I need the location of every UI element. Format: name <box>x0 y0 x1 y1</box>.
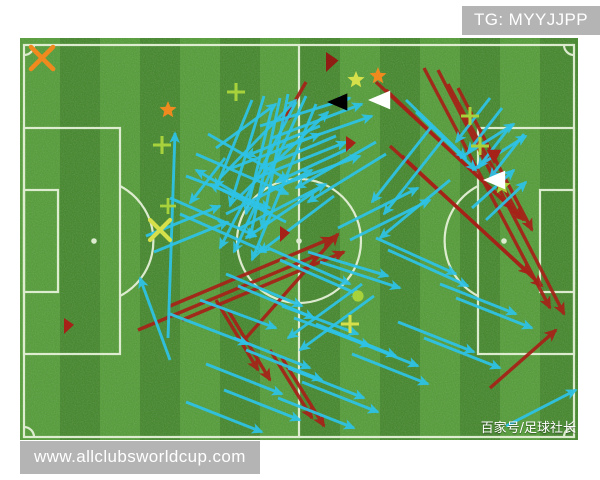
marker-flag <box>346 136 356 152</box>
pass-arrow-team-a <box>244 124 321 158</box>
pass-arrow-team-a <box>423 336 502 370</box>
marker-x <box>28 44 56 72</box>
pass-arrow-team-b <box>446 83 522 220</box>
pass-arrow-team-a <box>179 212 268 254</box>
pass-arrow-team-a <box>274 146 351 184</box>
pass-arrow-team-a <box>439 282 518 316</box>
pass-arrow-team-a <box>255 140 348 180</box>
watermark-telegram: TG: MYYJJPP <box>462 6 600 35</box>
marker-triangle-left <box>483 170 506 190</box>
marker-plus <box>227 83 245 101</box>
marker-star <box>159 101 177 118</box>
pass-arrow-team-a <box>378 178 451 240</box>
marker-plus <box>160 198 176 214</box>
pass-arrow-team-a <box>225 168 314 216</box>
pitch-canvas <box>20 38 578 440</box>
pass-arrow-team-a <box>307 250 390 279</box>
pass-arrow-team-a <box>258 134 337 170</box>
pass-arrow-team-a <box>169 196 258 238</box>
pass-arrow-team-a <box>277 396 356 430</box>
pass-arrow-team-a <box>218 101 298 250</box>
pass-arrow-team-a <box>485 180 528 222</box>
marker-plus <box>471 137 489 155</box>
event-markers <box>28 44 511 334</box>
pass-arrow-team-a <box>208 182 287 224</box>
marker-x <box>147 217 173 243</box>
pass-arrow-team-a <box>455 296 534 330</box>
pass-arrow-team-b <box>436 69 566 316</box>
pass-arrow-team-a <box>459 122 516 160</box>
pass-arrow-team-a <box>194 168 273 216</box>
watermark-website: www.allclubsworldcup.com <box>20 441 260 474</box>
pass-arrow-team-a <box>301 380 380 414</box>
marker-star <box>369 67 387 84</box>
pass-arrow-team-a <box>471 168 516 210</box>
pass-arrow-team-b <box>214 299 260 372</box>
pass-arrow-team-a <box>205 362 284 396</box>
pass-arrow-team-a <box>454 97 492 144</box>
team-a-pass-arrows <box>138 93 578 434</box>
pass-arrow-team-a <box>319 260 402 291</box>
pass-arrow-team-a <box>351 352 430 386</box>
pass-arrow-team-a <box>337 186 420 230</box>
pass-arrow-team-a <box>153 220 230 254</box>
pass-arrow-team-a <box>199 298 278 330</box>
pass-arrow-team-a <box>375 236 458 276</box>
pass-arrow-team-a <box>258 194 335 254</box>
marker-triangle-left <box>327 93 348 111</box>
pass-arrow-team-b <box>384 88 526 222</box>
pass-arrow-team-a <box>370 125 434 204</box>
marker-flag <box>326 52 339 72</box>
pass-arrow-team-a <box>414 110 478 172</box>
watermark-source-cn: 百家号/足球社长 <box>480 421 576 436</box>
marker-flag <box>64 318 74 334</box>
pass-arrow-team-a <box>287 366 366 400</box>
pass-arrow-team-b <box>488 328 558 390</box>
pass-arrow-team-a <box>306 152 387 204</box>
marker-plus <box>341 315 359 333</box>
pass-arrow-team-a <box>286 282 363 340</box>
pass-arrow-team-a <box>214 99 254 190</box>
pass-arrow-team-a <box>267 246 352 286</box>
pass-arrow-team-a <box>298 294 375 352</box>
pitch-svg <box>20 38 578 440</box>
pass-arrow-team-a <box>294 140 377 190</box>
pass-arrow-team-a <box>337 332 420 368</box>
pass-arrow-team-a <box>239 182 328 230</box>
marker-star <box>347 71 365 88</box>
pass-arrow-team-a <box>195 152 290 196</box>
marker-plus <box>461 107 479 125</box>
pass-arrow-team-a <box>281 304 360 336</box>
pass-arrow-team-a <box>404 98 468 160</box>
pass-arrow-team-b <box>169 236 334 308</box>
pass-arrow-team-a <box>223 388 302 422</box>
marker-flag <box>280 226 290 242</box>
marker-dot <box>352 290 364 302</box>
pass-arrow-team-a <box>225 272 304 308</box>
pass-arrow-team-a <box>285 114 374 148</box>
pass-arrow-team-b <box>400 154 544 288</box>
pass-arrow-team-b <box>244 232 340 340</box>
pass-arrow-team-a <box>185 400 264 434</box>
pass-arrow-team-a <box>166 131 181 339</box>
pass-arrow-team-a <box>505 388 578 428</box>
pass-arrow-team-a <box>233 336 312 370</box>
pass-arrow-team-a <box>279 258 364 298</box>
pass-arrow-team-a <box>215 102 278 150</box>
marker-plus <box>153 136 171 154</box>
marker-triangle-down <box>486 149 502 165</box>
pass-arrow-team-a <box>138 276 172 361</box>
pass-arrow-team-a <box>387 248 470 288</box>
pass-arrow-team-a <box>397 320 476 354</box>
marker-triangle-left <box>368 90 391 110</box>
